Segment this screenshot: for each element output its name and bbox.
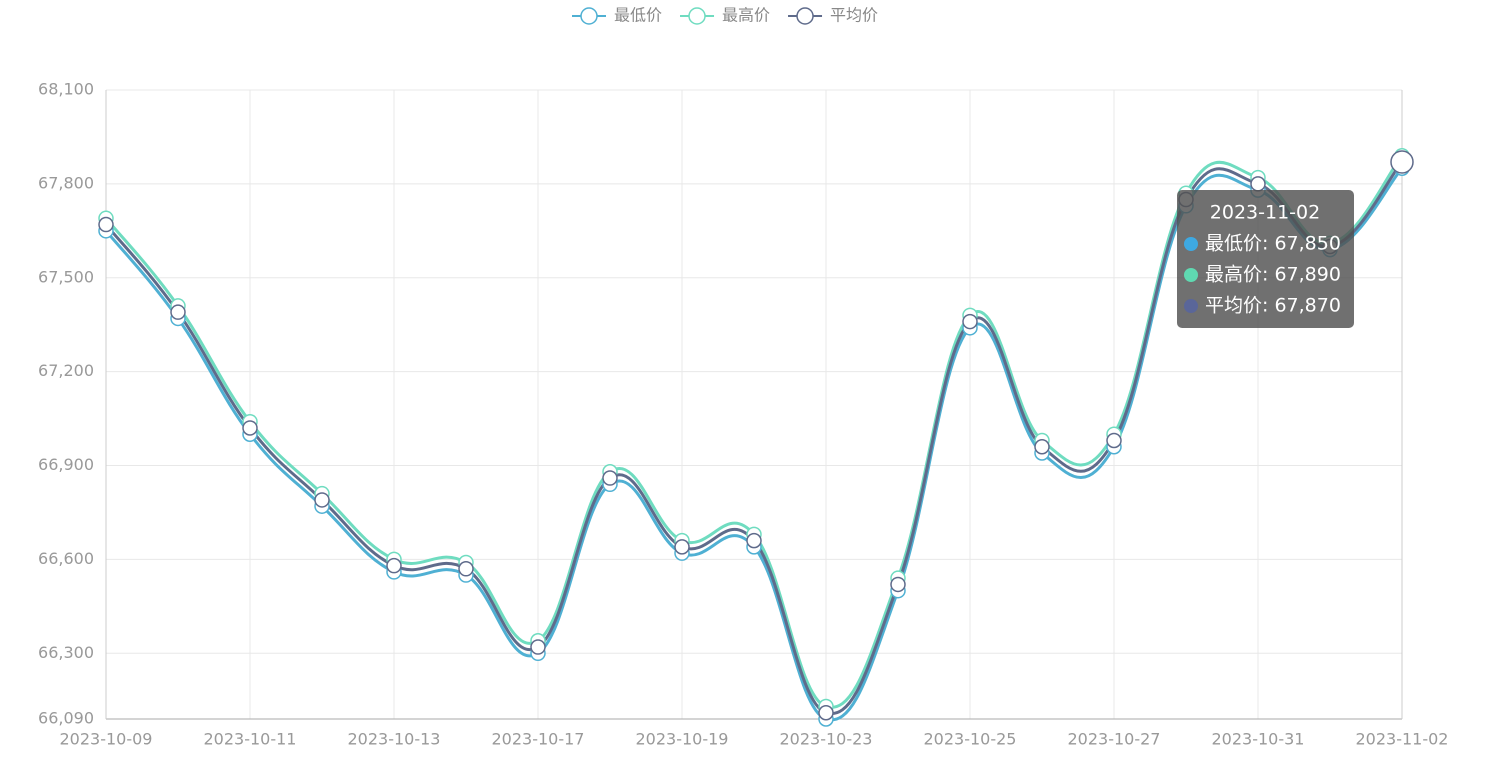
x-tick-label: 2023-10-23 [780, 730, 873, 749]
x-tick-label: 2023-10-09 [60, 730, 153, 749]
tooltip: 2023-11-02 最低价: 67,850 最高价: 67,890 平均价: 67,… [1177, 190, 1354, 328]
y-tick-label: 66,900 [38, 455, 94, 474]
x-tick-label: 2023-10-11 [204, 730, 297, 749]
data-point[interactable] [1390, 150, 1414, 174]
data-point[interactable] [602, 470, 618, 486]
tooltip-title: 2023-11-02 [1210, 202, 1320, 224]
data-point[interactable] [746, 532, 762, 549]
y-tick-label: 66,600 [38, 549, 94, 568]
tooltip-row: 最高价: 67,890 [1205, 264, 1341, 286]
data-point[interactable] [98, 216, 114, 233]
y-tick-label: 67,500 [38, 267, 94, 286]
series-line [104, 154, 1404, 709]
data-point[interactable] [170, 304, 186, 320]
data-point[interactable] [818, 704, 834, 721]
data-point[interactable] [962, 313, 978, 330]
x-tick-label: 2023-10-13 [348, 730, 441, 749]
tooltip-row: 平均价: 67,870 [1205, 295, 1341, 317]
legend-symbol [688, 7, 706, 25]
x-tick-label: 2023-11-02 [1356, 730, 1449, 749]
data-point[interactable] [458, 561, 474, 577]
legend-label: 平均价 [830, 6, 878, 25]
data-point[interactable] [386, 557, 402, 574]
x-tick-label: 2023-10-27 [1068, 730, 1161, 749]
data-point[interactable] [242, 420, 258, 436]
tooltip-marker [1184, 299, 1198, 313]
y-tick-label: 68,100 [38, 80, 94, 99]
tooltip-marker [1184, 268, 1198, 282]
y-tick-label: 66,090 [38, 709, 94, 728]
tooltip-row: 最低价: 67,850 [1205, 233, 1341, 255]
series-line [104, 167, 1404, 722]
data-point[interactable] [674, 539, 690, 555]
data-point[interactable] [530, 639, 546, 655]
x-tick-label: 2023-10-19 [636, 730, 729, 749]
y-tick-label: 67,200 [38, 361, 94, 380]
x-tick-label: 2023-10-31 [1212, 730, 1305, 749]
y-tick-label: 67,800 [38, 173, 94, 192]
data-point[interactable] [1106, 432, 1122, 449]
legend-symbol [796, 7, 814, 25]
x-tick-label: 2023-10-25 [924, 730, 1017, 749]
legend-item[interactable]: 平均价 [788, 6, 878, 25]
tooltip-box [1177, 190, 1354, 328]
data-point[interactable] [890, 576, 906, 593]
legend-item[interactable]: 最高价 [680, 6, 770, 25]
legend-item[interactable]: 最低价 [572, 6, 662, 25]
x-tick-label: 2023-10-17 [492, 730, 585, 749]
legend-label: 最低价 [614, 6, 662, 25]
y-tick-label: 66,300 [38, 643, 94, 662]
data-point[interactable] [1034, 438, 1050, 455]
data-point[interactable] [314, 492, 330, 508]
tooltip-marker [1184, 237, 1198, 251]
legend-label: 最高价 [722, 6, 770, 25]
legend-symbol [580, 7, 598, 25]
data-point[interactable] [1250, 176, 1266, 192]
series-line [104, 161, 1404, 716]
